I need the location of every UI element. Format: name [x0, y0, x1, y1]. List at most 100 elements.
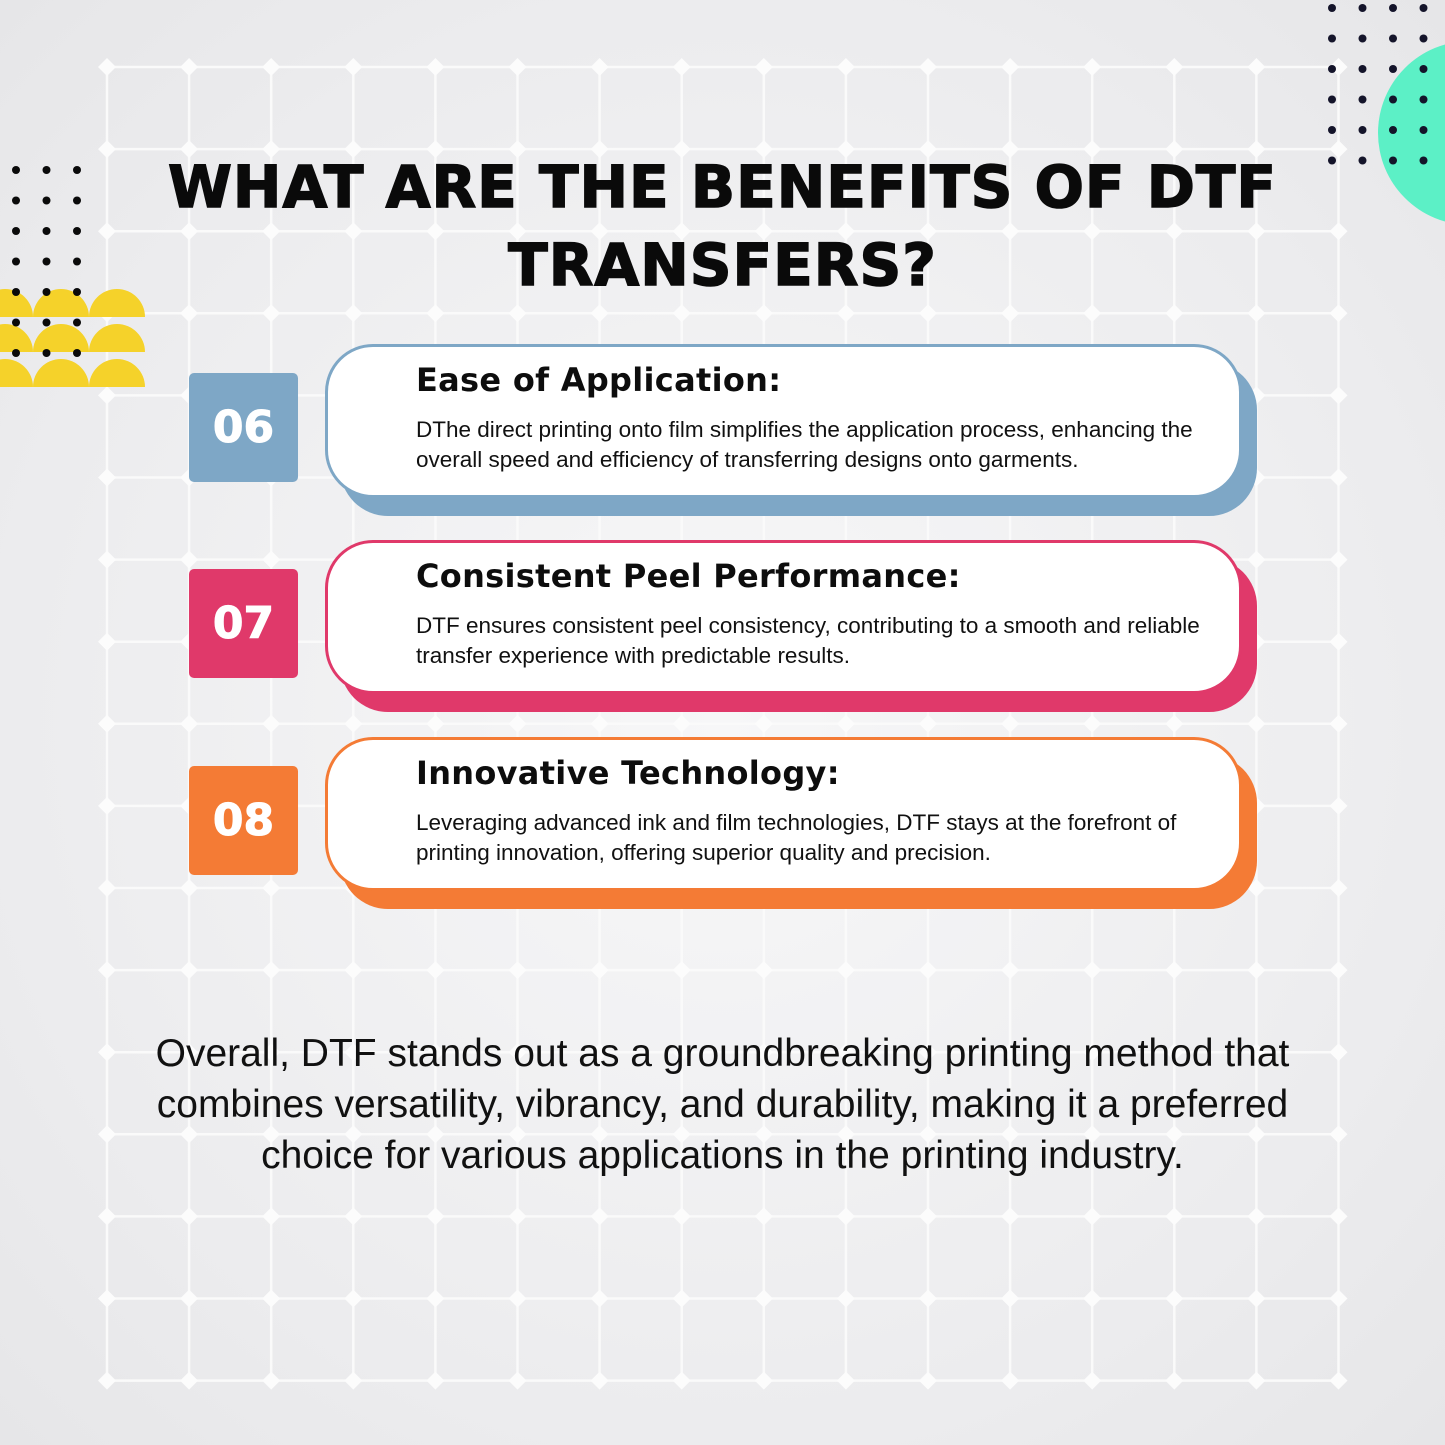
- grid-diamond: [672, 1289, 691, 1308]
- grid-diamond: [836, 222, 855, 241]
- grid-diamond: [98, 386, 116, 405]
- grid-diamond: [1165, 140, 1184, 159]
- grid-diamond: [1165, 1371, 1184, 1390]
- grid-diamond: [754, 222, 773, 241]
- benefit-card: Innovative Technology: Leveraging advanc…: [325, 737, 1242, 891]
- grid-diamond: [836, 1043, 855, 1062]
- grid-diamond: [1329, 222, 1348, 241]
- grid-diamond: [1083, 140, 1102, 159]
- dot: [1389, 156, 1397, 165]
- grid-diamond: [590, 1125, 609, 1144]
- grid-diamond: [98, 1043, 116, 1062]
- grid-diamond: [508, 714, 527, 733]
- grid-diamond: [1083, 222, 1102, 241]
- grid-diamond: [262, 879, 281, 897]
- grid-diamond: [754, 1125, 773, 1144]
- grid-diamond: [919, 1043, 937, 1062]
- grid-diamond: [1247, 714, 1266, 733]
- grid-diamond: [262, 1125, 281, 1144]
- grid-diamond: [1329, 1043, 1348, 1062]
- grid-diamond: [426, 1289, 445, 1308]
- grid-diamond: [1329, 468, 1348, 487]
- grid-diamond: [754, 1289, 773, 1308]
- dot: [12, 318, 20, 327]
- grid-diamond: [590, 961, 609, 980]
- grid-diamond: [344, 1043, 363, 1062]
- grid-diamond: [836, 1125, 855, 1144]
- grid-diamond: [1329, 961, 1348, 980]
- grid-diamond: [426, 961, 445, 980]
- grid-diamond: [919, 961, 937, 980]
- grid-diamond: [754, 1207, 773, 1226]
- grid-diamond: [836, 1371, 855, 1390]
- grid-diamond: [180, 140, 199, 159]
- grid-diamond: [1001, 714, 1020, 733]
- grid-diamond: [1165, 961, 1184, 980]
- dot: [73, 288, 81, 296]
- grid-diamond: [344, 1125, 363, 1144]
- grid-diamond: [1247, 1371, 1266, 1390]
- grid-diamond: [1329, 1207, 1348, 1226]
- dot: [1328, 34, 1336, 43]
- dot: [12, 288, 20, 296]
- grid-diamond: [98, 879, 116, 897]
- grid-diamond: [1247, 1125, 1266, 1144]
- grid-diamond: [590, 222, 609, 241]
- benefit-description: DTF ensures consistent peel consistency,…: [416, 613, 1200, 668]
- dot: [1419, 4, 1428, 12]
- grid-diamond: [919, 1207, 937, 1226]
- grid-diamond: [98, 58, 116, 76]
- grid-diamond: [508, 58, 527, 76]
- grid-diamond: [98, 1371, 116, 1390]
- grid-diamond: [1001, 1043, 1020, 1062]
- grid-diamond: [344, 714, 363, 733]
- grid-diamond: [919, 222, 937, 241]
- dot: [1419, 156, 1428, 165]
- grid-diamond: [1329, 1371, 1348, 1390]
- grid-diamond: [1083, 1125, 1102, 1144]
- dot: [73, 318, 81, 327]
- grid-diamond: [344, 304, 363, 323]
- grid-diamond: [180, 1125, 199, 1144]
- grid-diamond: [919, 58, 937, 76]
- grid-diamond: [1247, 304, 1266, 323]
- grid-diamond: [1247, 222, 1266, 241]
- grid-diamond: [1329, 879, 1348, 897]
- grid-diamond: [1001, 140, 1020, 159]
- grid-diamond: [344, 1207, 363, 1226]
- dot: [1328, 95, 1336, 104]
- dot: [1419, 126, 1428, 134]
- yellow-half-circle: [0, 289, 33, 317]
- grid-diamond: [426, 1207, 445, 1226]
- grid-diamond: [919, 1289, 937, 1308]
- benefit-description: Leveraging advanced ink and film technol…: [416, 810, 1177, 865]
- grid-diamond: [590, 304, 609, 323]
- dot: [42, 166, 51, 174]
- grid-diamond: [262, 961, 281, 980]
- grid-diamond: [672, 714, 691, 733]
- grid-diamond: [919, 140, 937, 159]
- grid-diamond: [508, 222, 527, 241]
- grid-diamond: [180, 304, 199, 323]
- dot: [1358, 34, 1367, 43]
- grid-diamond: [672, 1371, 691, 1390]
- dot: [1389, 95, 1397, 104]
- grid-diamond: [1083, 304, 1102, 323]
- dot: [1389, 34, 1397, 43]
- dot: [1328, 4, 1336, 12]
- page-title: WHAT ARE THE BENEFITS OF DTF TRANSFERS?: [167, 152, 1278, 300]
- grid-diamond: [344, 1289, 363, 1308]
- benefit-card: Ease of Application: DThe direct printin…: [325, 344, 1242, 498]
- grid-diamond: [754, 58, 773, 76]
- grid-diamond: [754, 961, 773, 980]
- grid-diamond: [836, 140, 855, 159]
- mint-circle: [1378, 44, 1445, 222]
- yellow-half-circle: [89, 359, 145, 387]
- grid-diamond: [919, 714, 937, 733]
- grid-diamond: [590, 58, 609, 76]
- dot: [73, 257, 81, 266]
- grid-diamond: [1083, 1289, 1102, 1308]
- dot: [1358, 65, 1367, 73]
- grid-diamond: [262, 1371, 281, 1390]
- grid-diamond: [672, 58, 691, 76]
